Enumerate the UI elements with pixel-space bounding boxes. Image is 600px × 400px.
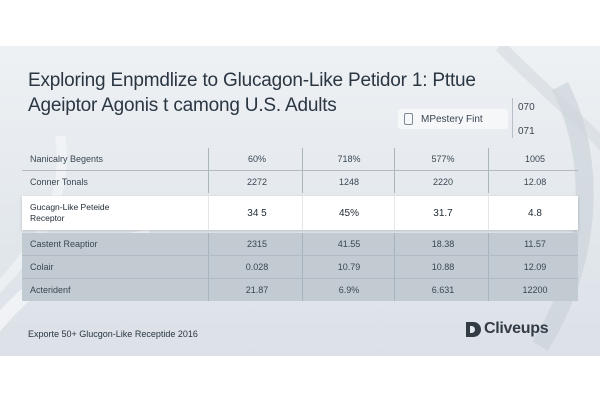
side-number-2: 071 [518,126,535,137]
row-divider [22,170,578,171]
table-row: Colair 0.028 10.79 10.88 12.09 [22,256,578,278]
row-label: Gucagn-Like Peteide Receptor [30,202,110,223]
slide-title: Exploring Enpmdlize to Glucagon-Like Pet… [28,68,498,118]
table-cell: 41.55 [337,239,361,249]
brand-logo: Cliveups [466,320,549,338]
table-cell: 2220 [432,177,454,187]
title-line-1: Exploring Enpmdlize to Glucagon-Like Pet… [28,70,476,91]
table-cell: 60% [247,154,266,164]
footer-caption: Exporte 50+ Glucgon-Like Receptide 2016 [28,329,198,339]
table-cell: 0.028 [245,262,269,272]
table-cell: 10.79 [337,262,361,272]
row-label: Conner Tonals [30,177,88,187]
table-cell: 10.88 [431,262,455,272]
table-cell: 718% [337,154,361,164]
side-number-1: 070 [518,102,535,113]
slide: Exploring Enpmdlize to Glucagon-Like Pet… [0,46,600,356]
table-row: Conner Tonals 2272 1248 2220 12.08 [22,171,578,193]
table-cell: 12.08 [523,177,547,187]
table-cell: 11.57 [524,239,546,249]
row-divider [22,255,578,256]
table-row: Acteridenf 21.87 6.9% 6.631 12200 [22,279,578,301]
table-cell: 2272 [246,177,268,187]
row-label: Castent Reaptior [30,239,98,249]
data-table: Nanicalry Begents 60% 718% 577% 1005 Con… [22,148,578,301]
table-cell: 2315 [246,239,268,249]
row-divider [22,278,578,279]
row-label: Acteridenf [30,285,71,295]
table-cell: 6.9% [338,285,360,295]
table-cell: 34 5 [247,207,267,219]
badge-label: MPestery Fint [421,113,483,125]
badge[interactable]: MPestery Fint [398,109,508,129]
table-cell: 1248 [338,177,360,187]
logo-mark-icon [466,321,481,337]
side-divider [512,98,513,138]
row-label: Colair [30,262,54,272]
table-cell: 12.09 [523,262,547,272]
table-cell: 12200 [522,285,548,295]
table-cell: 6.631 [431,285,455,295]
table-cell: 31.7 [433,207,453,219]
title-line-2: Ageiptor Agonis t camong U.S. Adults [28,95,337,116]
row-label: Nanicalry Begents [30,154,104,164]
table-cell: 4.8 [528,207,542,219]
table-cell: 45% [338,207,359,219]
table-row: Nanicalry Begents 60% 718% 577% 1005 [22,148,578,170]
table-cell: 21.87 [245,285,269,295]
table-row: Castent Reaptior 2315 41.55 18.38 11.57 [22,233,578,255]
document-icon [404,113,413,125]
logo-text: Cliveups [484,320,549,337]
table-cell: 577% [431,154,455,164]
table-cell: 18.38 [431,239,455,249]
table-cell: 1005 [524,154,546,164]
table-row-highlighted: Gucagn-Like Peteide Receptor 34 5 45% 31… [22,196,578,230]
